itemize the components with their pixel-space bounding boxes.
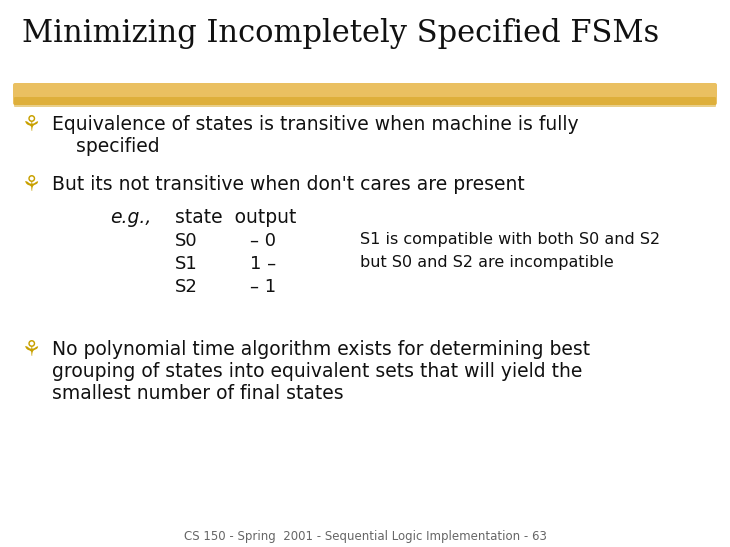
Text: ⚘: ⚘: [22, 175, 42, 195]
Text: smallest number of final states: smallest number of final states: [52, 384, 344, 403]
Text: e.g.,: e.g.,: [110, 208, 151, 227]
Text: 1 –: 1 –: [250, 255, 276, 273]
Text: grouping of states into equivalent sets that will yield the: grouping of states into equivalent sets …: [52, 362, 583, 381]
Text: S1 is compatible with both S0 and S2: S1 is compatible with both S0 and S2: [360, 232, 660, 247]
Text: but S0 and S2 are incompatible: but S0 and S2 are incompatible: [360, 255, 614, 270]
Text: state  output: state output: [175, 208, 296, 227]
Text: S0: S0: [175, 232, 198, 250]
Text: Minimizing Incompletely Specified FSMs: Minimizing Incompletely Specified FSMs: [22, 18, 659, 49]
Text: Equivalence of states is transitive when machine is fully: Equivalence of states is transitive when…: [52, 115, 579, 134]
FancyBboxPatch shape: [14, 97, 716, 107]
Text: No polynomial time algorithm exists for determining best: No polynomial time algorithm exists for …: [52, 340, 590, 359]
Text: – 0: – 0: [250, 232, 276, 250]
Text: CS 150 - Spring  2001 - Sequential Logic Implementation - 63: CS 150 - Spring 2001 - Sequential Logic …: [183, 530, 547, 543]
FancyBboxPatch shape: [13, 83, 717, 105]
Text: – 1: – 1: [250, 278, 276, 296]
Text: specified: specified: [52, 137, 160, 156]
Text: S1: S1: [175, 255, 198, 273]
Text: ⚘: ⚘: [22, 340, 42, 360]
Text: But its not transitive when don't cares are present: But its not transitive when don't cares …: [52, 175, 525, 194]
Text: S2: S2: [175, 278, 198, 296]
Text: ⚘: ⚘: [22, 115, 42, 135]
